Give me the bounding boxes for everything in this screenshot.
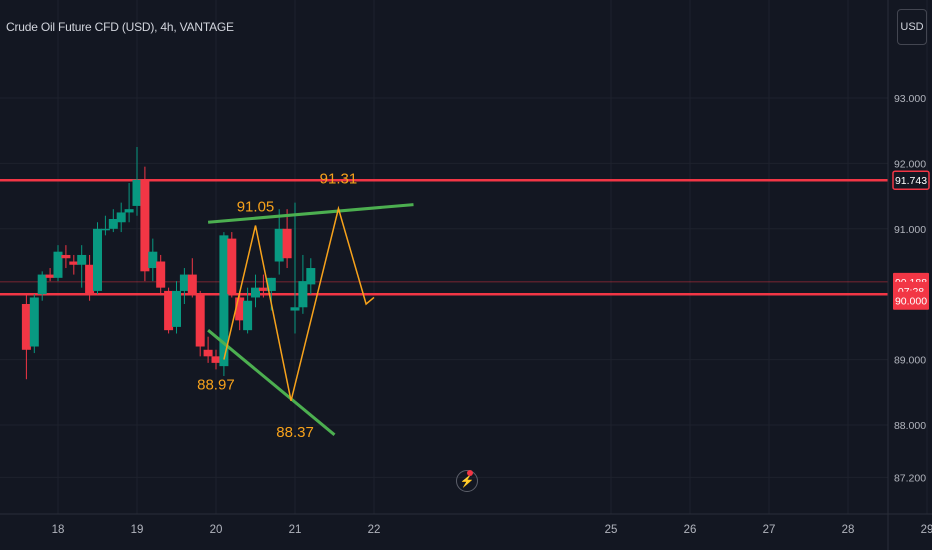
candle-body [124,209,134,213]
price-label-box [893,291,929,310]
chart-title: Crude Oil Future CFD (USD), 4h, VANTAGE [6,20,234,34]
candle-body [156,261,166,288]
candle-body [85,264,95,295]
currency-button[interactable]: USD [897,9,927,45]
candle-body [172,290,181,327]
trend-line [207,203,414,224]
candle-body [93,228,102,291]
price-label-text: 90.000 [895,296,927,308]
candle-body [45,274,55,278]
candle-body [108,218,118,229]
candle-body [251,287,260,298]
price-tick-label: 87.200 [894,472,926,484]
candle-body [274,228,284,262]
candle-body [219,235,229,367]
price-tick-label: 93.000 [894,93,926,105]
time-axis[interactable]: 18192021222526272829Oct [52,524,932,536]
price-tick-label: 91.000 [894,224,926,236]
annotations: 91.05 88.97 88.37 91.31 [197,171,357,441]
grid [0,0,928,514]
time-tick-label: 18 [52,524,65,536]
candle-body [77,254,87,265]
candle-body [266,277,276,291]
pattern-label: 88.97 [197,377,235,394]
price-label-text: 91.743 [895,175,927,187]
candle-body [53,251,63,278]
candle-body [203,349,213,357]
time-tick-label: 19 [131,524,144,536]
pattern-label: 88.37 [276,424,314,441]
candle-body [61,254,71,259]
candle-body [37,274,47,295]
candle-body [235,297,245,321]
candle-body [69,261,79,265]
candle-body [227,238,237,295]
trend-lines [207,203,414,436]
price-tick-label: 92.000 [894,158,926,170]
candle-body [116,212,126,223]
time-tick-label: 20 [210,524,223,536]
time-tick-label: 21 [289,524,302,536]
candle-body [29,297,39,347]
zigzag-pattern [223,205,375,401]
time-tick-label: 26 [684,524,697,536]
zigzag-line [223,205,375,401]
price-axis[interactable]: 93.000 92.000 91.000 89.000 88.000 87.200 91.7… [892,93,930,484]
pattern-label: 91.31 [320,171,358,188]
time-tick-label: 29 [921,524,932,536]
candle-body [211,356,221,363]
price-label-box [892,170,930,190]
candle-body [140,179,150,272]
candle-body [132,179,142,206]
candle-body [298,281,308,308]
time-tick-label: 22 [368,524,381,536]
trend-line [207,329,336,436]
candle-body [100,228,110,231]
time-tick-label: 25 [605,524,618,536]
candle-body [179,274,189,291]
candle-body [187,274,197,295]
price-tick-label: 88.000 [894,420,926,432]
candle-body [21,304,31,350]
pattern-label: 91.05 [237,199,275,216]
candles [21,147,316,380]
alert-badge [467,470,473,476]
price-tick-label: 89.000 [894,355,926,367]
candle-body [258,287,268,291]
candle-body [164,290,174,331]
candle-body [306,268,316,285]
candle-body [148,251,158,269]
time-tick-label: 28 [842,524,855,536]
candle-body [243,300,253,331]
time-tick-label: 27 [763,524,776,536]
candle-body [290,307,300,311]
candle-body [282,228,292,259]
candle-body [195,294,205,347]
